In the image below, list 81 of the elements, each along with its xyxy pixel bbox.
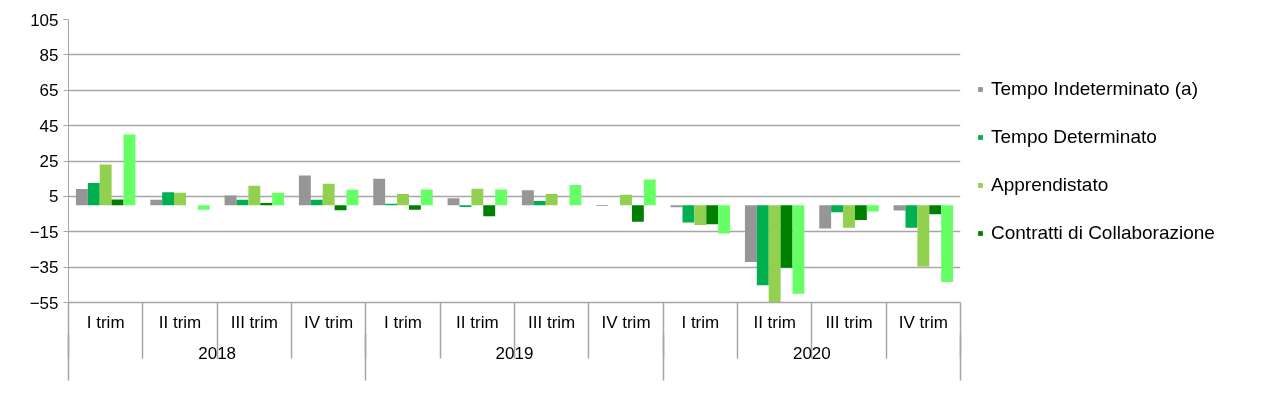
bar	[75, 189, 88, 206]
bar	[334, 205, 347, 211]
bar	[917, 205, 930, 267]
x-tick-label: I trim	[681, 312, 720, 332]
x-tick-label: II trim	[158, 312, 202, 332]
x-tick-label: IV trim	[601, 312, 651, 332]
bar	[643, 179, 656, 206]
bar	[941, 205, 954, 282]
x-tick-label: II trim	[753, 312, 796, 332]
bar	[768, 205, 781, 303]
bar	[831, 205, 844, 213]
x-tick-label: I trim	[86, 312, 125, 332]
bar	[150, 199, 163, 206]
legend-label: Tempo Indeterminato (a)	[991, 77, 1198, 100]
x-tick-label: IV trim	[898, 312, 948, 332]
bar	[694, 205, 707, 226]
bar	[447, 198, 460, 206]
bar	[248, 185, 261, 206]
bar	[744, 205, 757, 262]
bar	[682, 205, 695, 223]
y-tick-label: −35	[29, 258, 59, 278]
bar	[545, 194, 558, 206]
y-tick-label: 85	[39, 45, 59, 65]
bar	[99, 164, 112, 206]
bar	[792, 205, 805, 294]
text: 2018	[198, 343, 237, 363]
x-tick-label: III trim	[528, 312, 576, 332]
bar	[843, 205, 855, 228]
bar	[929, 205, 942, 215]
bar	[162, 192, 175, 206]
legend-label: Apprendistato	[991, 173, 1109, 196]
x-tick-label: III trim	[825, 312, 873, 332]
x-tick-label: III trim	[230, 312, 278, 332]
bar	[819, 205, 832, 229]
bar	[272, 192, 285, 206]
text: 2019	[495, 343, 534, 363]
legend-label: Tempo Determinato	[991, 125, 1157, 148]
bar	[533, 200, 546, 206]
y-tick-label: 5	[49, 187, 59, 207]
bar	[236, 199, 249, 206]
bar	[620, 194, 632, 206]
y-tick-label: 65	[39, 81, 59, 101]
y-tick-label: −15	[29, 222, 59, 242]
bar	[569, 185, 582, 206]
x-tick-label: IV trim	[304, 312, 354, 332]
bar	[346, 189, 359, 206]
bar	[111, 199, 124, 206]
y-tick-label: −55	[29, 293, 59, 313]
bar	[521, 190, 534, 206]
bar	[397, 194, 409, 206]
bar	[408, 205, 421, 210]
bar	[905, 205, 918, 228]
bar	[123, 134, 136, 206]
bar	[483, 205, 496, 217]
y-tick-label: 25	[39, 152, 59, 171]
bar	[260, 203, 273, 206]
bar	[780, 205, 793, 268]
bar	[174, 192, 186, 206]
bar	[310, 199, 323, 206]
bar	[420, 189, 433, 206]
bar	[197, 205, 210, 210]
bar	[322, 183, 335, 206]
bar	[893, 205, 906, 211]
y-tick-label: 45	[39, 116, 59, 136]
bar	[495, 189, 508, 206]
bar	[706, 205, 719, 225]
bar	[471, 188, 484, 206]
bar	[87, 183, 100, 206]
bar	[718, 205, 731, 234]
bar	[756, 205, 769, 286]
bar	[373, 178, 386, 206]
bar	[298, 175, 311, 206]
bar	[866, 205, 879, 212]
legend-label: Contratti di Collaborazione	[991, 221, 1215, 244]
bar	[631, 205, 644, 222]
y-tick-label: 105	[30, 10, 59, 30]
x-tick-label: II trim	[456, 312, 499, 332]
bar	[854, 205, 867, 220]
bar	[224, 195, 237, 206]
text: 2020	[792, 343, 831, 363]
x-tick-label: I trim	[384, 312, 422, 332]
